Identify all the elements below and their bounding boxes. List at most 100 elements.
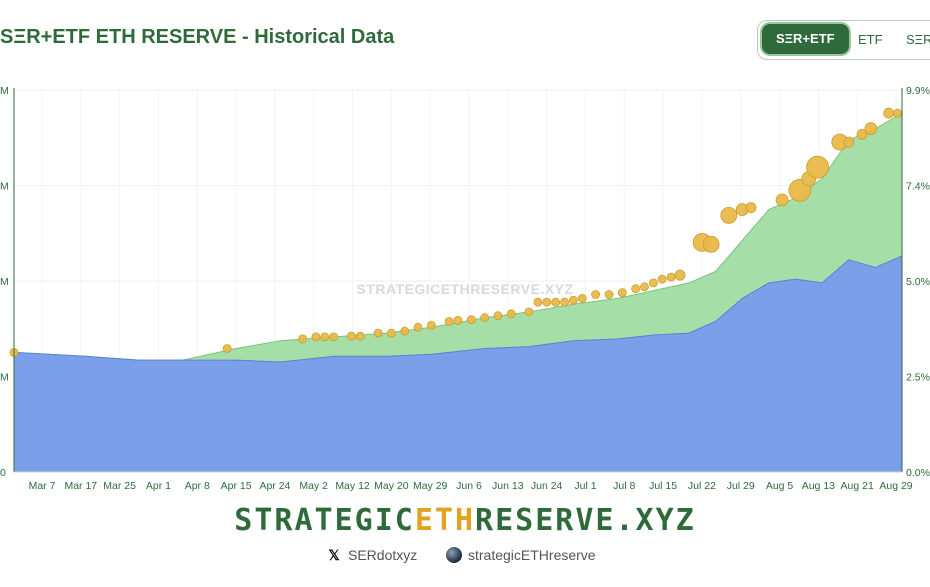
brand-part-eth: ETH (414, 503, 476, 538)
buy-marker (311, 332, 321, 342)
toggle-ser[interactable]: SΞR (906, 32, 930, 47)
x-tick-label: Apr 15 (221, 480, 252, 492)
buy-marker (856, 128, 868, 140)
buy-marker (413, 322, 423, 332)
dataset-toggle: SΞR+ETF ETF SΞR (757, 20, 930, 60)
buy-marker (506, 309, 516, 319)
buy-marker (893, 108, 902, 118)
buy-marker (560, 297, 569, 307)
buy-marker (493, 311, 503, 321)
buy-marker (745, 202, 757, 214)
buy-marker (775, 193, 789, 207)
x-tick-label: Jul 29 (727, 480, 755, 492)
buy-marker (702, 235, 720, 253)
chart-axes (13, 88, 903, 473)
right-axis-tick-label: 9.9% (906, 85, 930, 97)
reserve-chart: STRATEGICETHRESERVE.XYZ Mar 7 Mar 17 Mar 2… (0, 85, 930, 492)
buy-marker (480, 313, 490, 323)
buy-marker (355, 331, 365, 341)
chart-markers (9, 107, 902, 357)
right-axis-tick-label: 5.0% (906, 276, 930, 288)
buy-marker (320, 332, 330, 342)
buy-marker (843, 136, 855, 148)
buy-marker (604, 290, 614, 299)
buy-marker (720, 206, 738, 224)
social-x-handle: SERdotxyz (348, 547, 418, 563)
x-tick-label: May 29 (413, 480, 448, 492)
buy-marker (542, 297, 552, 307)
x-tick-label: Aug 21 (841, 480, 874, 492)
x-tick-label: Jul 15 (649, 480, 677, 492)
page-title: SΞR+ETF ETH RESERVE - Historical Data (0, 26, 395, 48)
x-tick-label: Mar 7 (29, 480, 56, 492)
x-logo-icon: 𝕏 (328, 547, 340, 563)
buy-marker (666, 272, 676, 282)
toggle-ser-etf[interactable]: SΞR+ETF (762, 24, 849, 54)
left-axis-tick-label: M (0, 372, 9, 384)
buy-marker (386, 328, 396, 338)
chart-watermark: STRATEGICETHRESERVE.XYZ (356, 281, 573, 297)
buy-marker (577, 293, 587, 303)
buy-marker (466, 315, 476, 325)
brand-part-strategic: STRATEGIC (234, 503, 415, 538)
x-tick-label: May 12 (335, 480, 370, 492)
buy-marker (298, 334, 308, 344)
buy-marker (631, 284, 640, 294)
brand-part-reserve: RESERVE.XYZ (475, 503, 696, 538)
buy-marker (551, 297, 561, 307)
x-tick-label: Apr 24 (259, 480, 290, 492)
x-tick-label: May 2 (299, 480, 328, 492)
buy-marker (222, 344, 232, 353)
buy-marker (864, 122, 878, 136)
x-tick-label: Jun 13 (492, 480, 524, 492)
chart-ticks: Mar 7 Mar 17 Mar 25 Apr 1 Apr 8 Apr 15 Apr 24 M… (0, 85, 930, 492)
social-site-link[interactable]: strategicETHreserve (446, 547, 596, 563)
x-tick-label: Jul 1 (574, 480, 596, 492)
buy-marker (640, 282, 649, 292)
x-tick-label: Mar 17 (64, 480, 97, 492)
buy-marker (806, 155, 829, 179)
x-tick-label: Aug 13 (802, 480, 835, 492)
series-area-etf (14, 255, 902, 472)
x-tick-label: Apr 8 (185, 480, 210, 492)
right-axis-tick-label: 7.4% (906, 181, 930, 193)
x-tick-label: Aug 29 (879, 480, 912, 492)
right-axis-tick-label: 2.5% (906, 372, 930, 384)
x-tick-label: Jun 24 (531, 480, 563, 492)
x-tick-label: Jul 8 (613, 480, 635, 492)
buy-marker (426, 320, 436, 330)
left-axis-tick-label: 0 (0, 467, 6, 479)
buy-marker (400, 326, 410, 336)
x-tick-label: Jul 22 (688, 480, 716, 492)
buy-marker (444, 317, 454, 326)
buy-marker (617, 288, 627, 298)
toggle-etf[interactable]: ETF (858, 32, 883, 47)
buy-marker (524, 307, 534, 317)
globe-icon (446, 547, 462, 563)
buy-marker (329, 332, 339, 342)
buy-marker (883, 107, 895, 119)
buy-marker (569, 295, 578, 305)
social-x-link[interactable]: 𝕏 SERdotxyz (326, 547, 417, 563)
buy-marker (373, 328, 383, 338)
left-axis-tick-label: M (0, 85, 9, 97)
left-axis-tick-label: M (0, 276, 9, 288)
x-tick-label: Jun 6 (456, 480, 482, 492)
buy-marker (346, 331, 356, 341)
x-tick-label: Mar 25 (103, 480, 136, 492)
series-line-etf (13, 255, 903, 363)
buy-marker (649, 278, 658, 288)
x-tick-label: May 20 (374, 480, 409, 492)
social-site-handle: strategicETHreserve (468, 547, 596, 563)
brand-logo: STRATEGICETHRESERVE.XYZ (0, 503, 930, 538)
buy-marker (674, 269, 686, 281)
buy-marker (591, 290, 600, 299)
buy-marker (533, 297, 543, 307)
left-axis-tick-label: M (0, 181, 9, 193)
buy-marker (657, 274, 667, 284)
x-tick-label: Aug 5 (766, 480, 794, 492)
buy-marker (453, 315, 463, 325)
right-axis-tick-label: 0.0% (906, 467, 930, 479)
x-tick-label: Apr 1 (146, 480, 171, 492)
